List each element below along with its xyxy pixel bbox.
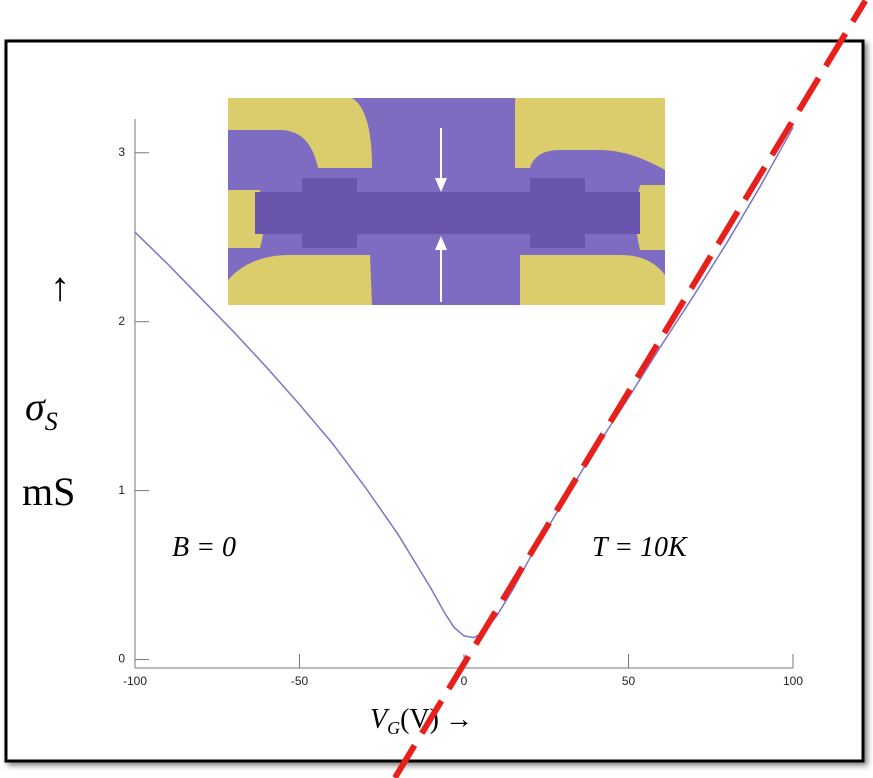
y-label-arrow: ↑ (50, 264, 70, 309)
x-tick-label: 100 (783, 674, 803, 688)
x-tick-label: 50 (622, 674, 636, 688)
annotation: T = 10K (592, 532, 688, 563)
inset-image (228, 98, 665, 305)
y-tick-label: 1 (118, 483, 125, 497)
y-label-unit: mS (22, 469, 75, 514)
x-label-arrow: → (445, 704, 473, 735)
x-tick-label: 0 (461, 674, 468, 688)
y-label-subscript: S (45, 407, 58, 436)
chart: 0123-100-50050100 ↑ σS mS B = 0 T = 10K … (0, 0, 873, 778)
page: {"chart_data": {"type": "line", "x_label… (0, 0, 873, 778)
y-label-symbol: σ (25, 384, 46, 429)
annotation: B = 0 (172, 532, 236, 563)
x-tick-label: -100 (123, 674, 147, 688)
x-tick-label: -50 (291, 674, 309, 688)
y-tick-label: 2 (118, 314, 125, 328)
y-tick-label: 0 (118, 652, 125, 666)
x-label-subscript: G (387, 718, 400, 738)
y-tick-label: 3 (118, 145, 125, 159)
